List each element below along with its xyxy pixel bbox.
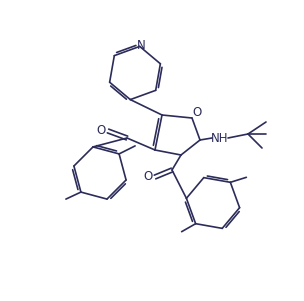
Text: O: O	[96, 123, 105, 136]
Text: NH: NH	[211, 132, 229, 144]
Text: O: O	[143, 170, 153, 184]
Text: O: O	[192, 107, 202, 119]
Text: N: N	[137, 39, 146, 52]
